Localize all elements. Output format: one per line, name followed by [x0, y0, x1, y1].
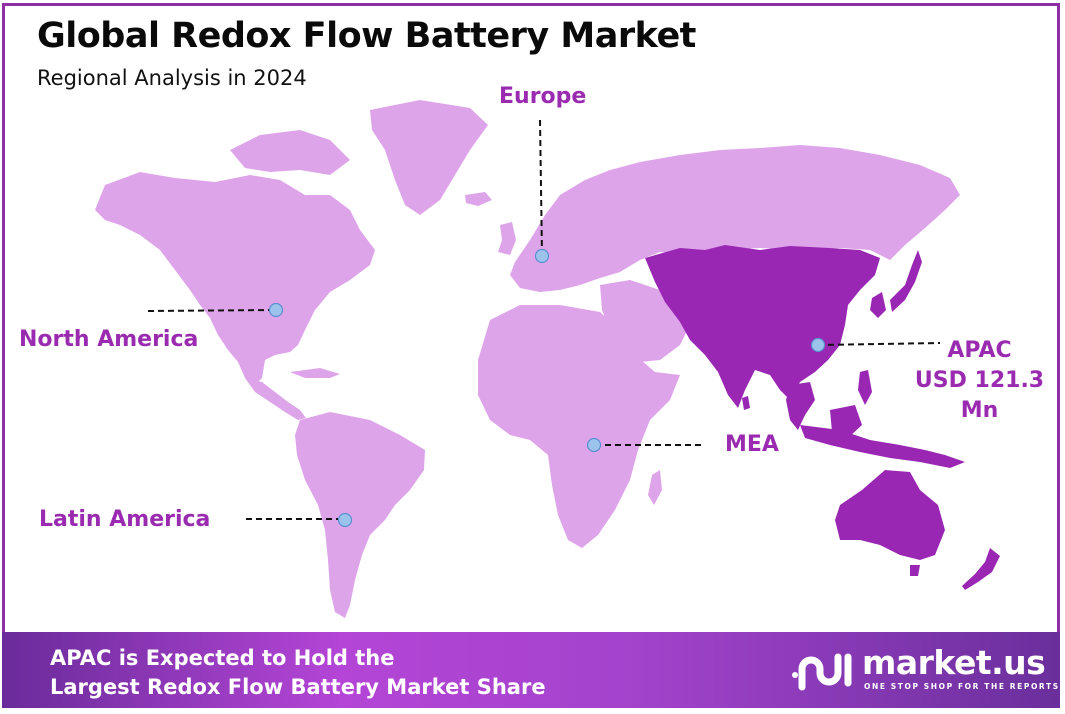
korea-shape	[870, 292, 886, 318]
asia-shape	[645, 245, 880, 408]
page-subtitle: Regional Analysis in 2024	[37, 66, 307, 90]
uk-shape	[498, 222, 516, 255]
footer-line-2: Largest Redox Flow Battery Market Share	[50, 675, 546, 699]
brand-logo-block[interactable]: market.us ONE STOP SHOP FOR THE REPORTS	[792, 643, 1058, 695]
brand-tagline: ONE STOP SHOP FOR THE REPORTS	[864, 682, 1060, 691]
leader-line-north-america	[147, 309, 276, 312]
sri-lanka-shape	[742, 396, 750, 410]
borneo-shape	[830, 405, 862, 438]
label-europe: Europe	[499, 84, 587, 109]
marker-europe[interactable]	[534, 248, 550, 264]
region-markers	[268, 248, 826, 528]
greenland-shape	[370, 100, 488, 215]
world-map	[95, 100, 1000, 618]
land-default	[95, 100, 960, 618]
australia-shape	[835, 470, 945, 560]
label-north-america: North America	[19, 327, 199, 352]
marker-latin-america[interactable]	[337, 512, 353, 528]
madagascar-shape	[648, 470, 662, 505]
label-apac: APAC USD 121.3 Mn	[912, 336, 1047, 426]
label-apac-name: APAC	[947, 338, 1012, 363]
indochina-shape	[786, 382, 815, 430]
footer-line-1: APAC is Expected to Hold the	[50, 646, 395, 670]
market-us-logo-icon	[792, 653, 852, 691]
label-latin-america: Latin America	[39, 507, 211, 532]
leader-lines	[147, 119, 941, 520]
japan-shape	[890, 250, 922, 312]
label-apac-value: USD 121.3	[914, 368, 1045, 393]
new-zealand-shape	[962, 548, 1000, 590]
label-mea: MEA	[725, 432, 779, 457]
marker-north-america[interactable]	[268, 302, 284, 318]
iceland-shape	[465, 192, 492, 206]
marker-mea[interactable]	[586, 437, 602, 453]
north-america-shape	[95, 172, 375, 385]
africa-shape	[478, 305, 680, 548]
leader-line-apac	[817, 342, 941, 346]
indonesia-shape	[800, 425, 965, 468]
arctic-islands-shape	[230, 130, 350, 175]
chart-frame	[2, 3, 1060, 708]
brand-name: market.us	[862, 643, 1046, 682]
page-title: Global Redox Flow Battery Market	[37, 16, 696, 56]
south-america-shape	[295, 412, 425, 618]
caribbean-shape	[290, 368, 340, 378]
philippines-shape	[858, 370, 872, 405]
eurasia-north-shape	[510, 145, 960, 292]
footer-message: APAC is Expected to Hold the Largest Red…	[50, 644, 546, 702]
tasmania-shape	[910, 565, 920, 576]
land-highlight-apac	[645, 245, 1000, 590]
label-apac-unit: Mn	[960, 398, 999, 423]
footer-banner: APAC is Expected to Hold the Largest Red…	[2, 632, 1060, 708]
central-america-shape	[245, 378, 306, 420]
leader-line-europe	[539, 119, 543, 256]
marker-apac[interactable]	[810, 337, 826, 353]
